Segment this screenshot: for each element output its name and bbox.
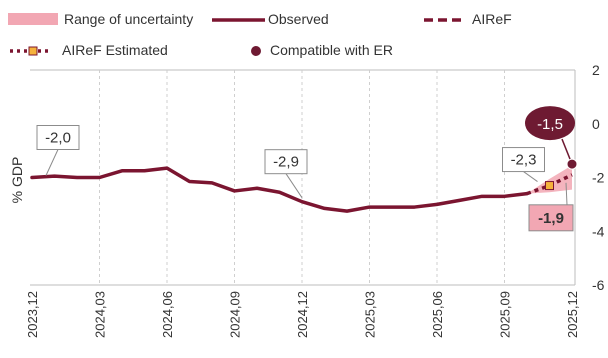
- legend-swatch-range: [8, 13, 58, 25]
- y-tick-label: -2: [592, 170, 605, 186]
- legend-label-range: Range of uncertainty: [64, 11, 193, 27]
- estimated-marker: [545, 181, 554, 191]
- legend-label-estimated: AIReF Estimated: [62, 42, 168, 58]
- x-tick-label: 2025,03: [363, 291, 378, 338]
- annotation-box: [36, 125, 80, 150]
- y-axis-label: % GDP: [9, 157, 25, 204]
- x-tick-label: 2024,09: [228, 291, 243, 338]
- annotation-label: -2,3: [511, 152, 537, 169]
- legend-label-er: Compatible with ER: [270, 42, 393, 58]
- legend-label-airef: AIReF: [472, 11, 512, 27]
- y-ticks: 2 0 -2 -4 -6: [592, 62, 605, 293]
- x-tick-label: 2025,12: [565, 291, 580, 338]
- observed-line: [30, 166, 529, 213]
- annotation-leader: [561, 138, 571, 160]
- y-tick-label: -4: [592, 223, 605, 239]
- x-tick-label: 2024,06: [160, 291, 175, 338]
- x-tick-label: 2024,03: [93, 291, 108, 338]
- x-ticks: 2023,12 2024,03 2024,06 2024,09 2024,12 2025,…: [25, 291, 580, 338]
- er-callout-label: -1,5: [537, 116, 563, 133]
- x-tick-label: 2023,12: [25, 291, 40, 338]
- grid: [99, 70, 505, 285]
- annotation-leader: [565, 182, 568, 205]
- x-tick-label: 2024,12: [295, 291, 310, 338]
- y-tick-label: 0: [592, 116, 600, 132]
- annotation-label: -2,0: [45, 130, 71, 147]
- range-callout: [528, 204, 574, 232]
- legend-label-observed: Observed: [268, 11, 329, 27]
- series-layer: [30, 165, 573, 213]
- y-tick-label: -6: [592, 277, 605, 293]
- range-callout-label: -1,9: [538, 210, 564, 227]
- annotation-box: [502, 147, 545, 173]
- er-callout: [525, 106, 575, 141]
- annotation-box: [264, 149, 308, 175]
- annotation-leader: [285, 173, 303, 198]
- y-tick-label: 2: [592, 62, 600, 78]
- uncertainty-band: [527, 165, 572, 194]
- legend-swatch-er: [251, 46, 261, 56]
- annotation-leader: [523, 171, 538, 182]
- legend-swatch-estimated-marker: [28, 46, 38, 56]
- annotation-label: -2,9: [273, 154, 299, 171]
- x-tick-label: 2025,09: [498, 291, 513, 338]
- annotations: -2,0 -2,9 -2,3 -1,5 -1,9: [36, 106, 575, 232]
- x-tick-label: 2025,06: [430, 291, 445, 338]
- legend: Range of uncertainty Observed AIReF AIRe…: [8, 11, 512, 58]
- airef-line: [526, 173, 573, 196]
- markers: [545, 158, 578, 191]
- er-marker: [566, 158, 578, 170]
- annotation-leader: [45, 149, 59, 176]
